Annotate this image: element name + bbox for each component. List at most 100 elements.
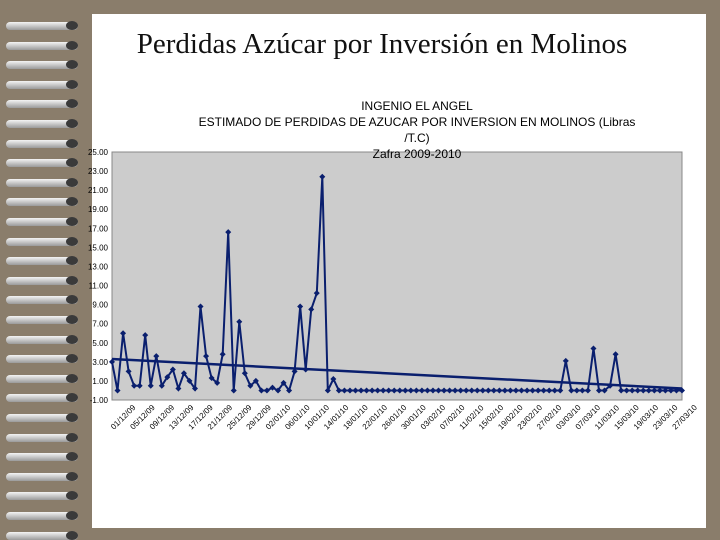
- spiral-ring: [6, 453, 78, 462]
- binding-hole: [66, 99, 78, 109]
- data-point: [518, 387, 525, 394]
- data-point: [241, 370, 248, 377]
- data-point: [275, 387, 282, 394]
- data-point: [441, 387, 448, 394]
- data-point: [429, 387, 436, 394]
- data-point: [125, 368, 132, 375]
- spiral-ring: [6, 41, 78, 50]
- data-point: [120, 330, 127, 337]
- spiral-ring: [6, 22, 78, 30]
- binding-hole: [66, 393, 78, 403]
- data-point: [142, 332, 149, 339]
- spiral-ring: [6, 237, 78, 246]
- frame-right: [706, 0, 720, 540]
- data-point: [308, 306, 315, 313]
- data-point: [258, 387, 265, 394]
- data-point: [474, 387, 481, 394]
- data-point: [219, 351, 226, 358]
- data-point: [197, 303, 204, 310]
- spiral-ring: [6, 335, 78, 344]
- binding-hole: [66, 373, 78, 383]
- data-point: [623, 387, 630, 394]
- data-point: [673, 387, 680, 394]
- binding-hole: [66, 295, 78, 305]
- binding-hole: [66, 217, 78, 226]
- data-point: [269, 384, 276, 391]
- data-point: [607, 382, 614, 389]
- y-tick-label: 11.00: [89, 282, 109, 291]
- data-point: [396, 387, 403, 394]
- data-point: [590, 345, 597, 352]
- binding-hole: [66, 432, 78, 442]
- spiral-ring: [6, 472, 78, 481]
- data-point: [651, 387, 658, 394]
- data-point: [540, 387, 547, 394]
- y-tick-label: 9.00: [92, 301, 108, 310]
- data-point: [175, 385, 182, 392]
- spiral-ring: [6, 316, 78, 324]
- data-point: [667, 387, 674, 394]
- data-point: [629, 387, 636, 394]
- data-point: [595, 387, 602, 394]
- data-point: [208, 375, 215, 382]
- data-point: [147, 382, 154, 389]
- spiral-ring: [6, 276, 78, 285]
- data-point: [601, 387, 608, 394]
- data-point: [313, 290, 320, 297]
- data-point: [468, 387, 475, 394]
- data-point: [214, 379, 221, 386]
- chart-title-line: INGENIO EL ANGEL: [361, 100, 473, 113]
- data-point: [662, 387, 669, 394]
- spiral-ring: [6, 257, 78, 266]
- data-point: [679, 387, 685, 394]
- data-point: [512, 387, 519, 394]
- binding-hole: [66, 452, 78, 462]
- data-point: [618, 387, 625, 394]
- binding-hole: [66, 40, 78, 50]
- data-point: [280, 379, 287, 386]
- data-point: [557, 387, 564, 394]
- y-tick-label: 3.00: [92, 358, 108, 367]
- spiral-ring: [6, 394, 78, 403]
- data-point: [297, 303, 304, 310]
- data-point: [109, 358, 115, 365]
- spiral-ring: [6, 492, 78, 501]
- binding-hole: [66, 354, 78, 364]
- data-point: [573, 387, 580, 394]
- binding-hole: [66, 315, 78, 324]
- y-tick-label: -1.00: [90, 396, 109, 405]
- data-point: [446, 387, 453, 394]
- data-point: [418, 387, 425, 394]
- data-point: [452, 387, 459, 394]
- binding-hole: [66, 119, 78, 128]
- data-point: [656, 387, 663, 394]
- data-point: [330, 376, 337, 383]
- spiral-ring: [6, 139, 78, 148]
- binding-hole: [66, 158, 78, 168]
- data-point: [551, 387, 558, 394]
- data-point: [263, 387, 270, 394]
- data-point: [463, 387, 470, 394]
- y-tick-label: 1.00: [92, 377, 108, 386]
- spiral-ring: [6, 61, 78, 70]
- y-tick-label: 5.00: [92, 339, 108, 348]
- binding-hole: [66, 491, 78, 501]
- data-point: [192, 385, 199, 392]
- data-point: [413, 387, 420, 394]
- data-point: [131, 382, 138, 389]
- spiral-ring: [6, 433, 78, 442]
- data-point: [380, 387, 387, 394]
- data-point: [402, 387, 409, 394]
- data-point: [524, 387, 531, 394]
- data-point: [584, 387, 591, 394]
- data-point: [319, 173, 326, 180]
- data-point: [324, 387, 331, 394]
- data-point: [457, 387, 464, 394]
- y-tick-label: 21.00: [88, 186, 109, 195]
- data-point: [369, 387, 376, 394]
- data-point: [612, 351, 619, 358]
- data-point: [562, 357, 569, 364]
- binding-hole: [66, 197, 78, 207]
- data-point: [385, 387, 392, 394]
- y-tick-label: 17.00: [88, 224, 109, 233]
